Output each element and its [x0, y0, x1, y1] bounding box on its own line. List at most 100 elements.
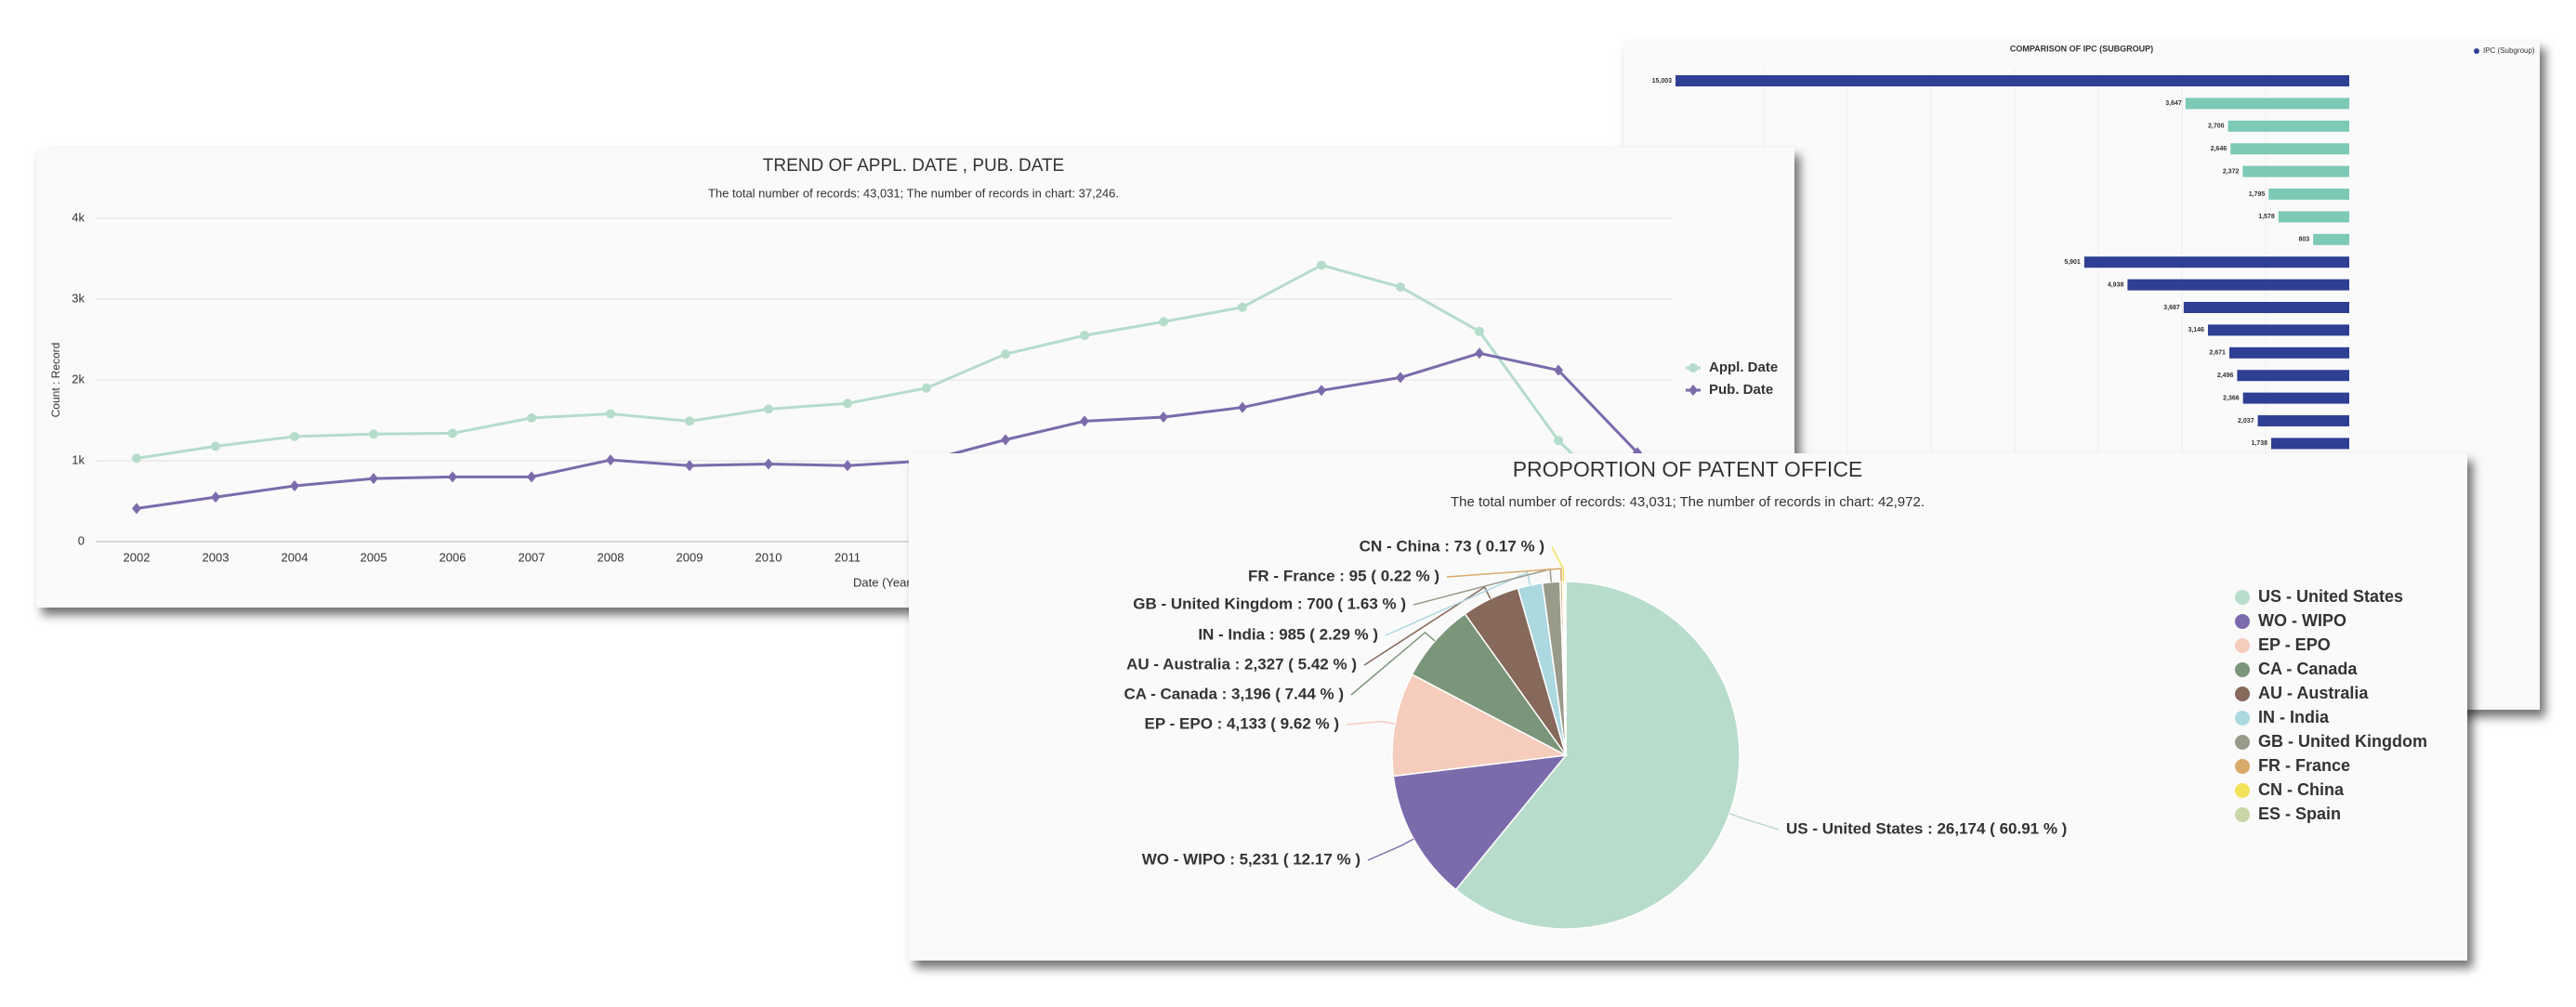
x-tick-label: 2006 [440, 550, 467, 564]
legend-marker [2235, 662, 2250, 677]
data-point [1554, 364, 1563, 376]
slice-label: EP - EPO : 4,133 ( 9.62 % ) [1145, 714, 1339, 732]
data-point [764, 458, 773, 470]
legend-marker [2235, 783, 2250, 798]
x-tick-label: 2007 [519, 550, 545, 564]
legend-marker [1689, 385, 1698, 396]
data-point [843, 460, 852, 472]
data-point [448, 471, 457, 483]
bar [2237, 370, 2349, 382]
legend-label: CN - China [2258, 780, 2345, 799]
bar-value-label: 2,700 [2208, 124, 2225, 130]
chart-subtitle: The total number of records: 43,031; The… [708, 186, 1119, 200]
leader-line [1385, 571, 1531, 636]
bar-value-label: 3,687 [2163, 305, 2180, 311]
bar [2242, 392, 2349, 404]
bar-value-label: 2,496 [2217, 373, 2234, 379]
office-chart: PROPORTION OF PATENT OFFICE The total num… [1124, 457, 2427, 930]
bar [2228, 120, 2349, 132]
legend-label: Appl. Date [1709, 360, 1778, 375]
bar-value-label: 2,366 [2223, 395, 2240, 401]
pie-slice [1391, 674, 1569, 778]
data-point [1080, 415, 1089, 427]
data-point [369, 429, 378, 439]
bar [2257, 415, 2349, 426]
bar-value-label: 2,372 [2223, 168, 2240, 175]
data-point [1001, 349, 1010, 360]
data-point [448, 428, 457, 438]
legend-marker [1689, 363, 1698, 373]
bar-value-label: 2,671 [2209, 350, 2226, 357]
y-tick-label: 4k [72, 210, 85, 224]
slice-label: IN - India : 985 ( 2.29 % ) [1198, 625, 1378, 643]
bar [2127, 279, 2349, 291]
data-point [685, 460, 694, 472]
legend-marker [2474, 48, 2479, 54]
data-point [606, 454, 615, 466]
x-tick-label: 2008 [598, 550, 624, 564]
legend-marker [2235, 638, 2250, 653]
bar-value-label: 3,647 [2165, 100, 2182, 107]
slice-label: AU - Australia : 2,327 ( 5.42 % ) [1126, 655, 1357, 673]
legend-marker [2235, 614, 2250, 629]
data-point [1475, 347, 1484, 360]
pie-slice [1392, 754, 1568, 891]
bar-value-label: 3,146 [2188, 327, 2204, 333]
chart-subtitle: The total number of records: 43,031; The… [1451, 494, 1925, 510]
x-tick-label: 2003 [203, 550, 230, 564]
bar-value-label: 15,003 [1652, 78, 1673, 85]
bar [2313, 233, 2349, 245]
data-point [1001, 434, 1010, 446]
data-point [1396, 372, 1405, 384]
data-point [527, 412, 536, 423]
leader-line [1350, 631, 1436, 696]
x-tick-label: 2009 [677, 550, 703, 564]
data-point [1238, 302, 1247, 312]
x-axis-label: Date (Year) [853, 575, 914, 589]
data-point [843, 399, 852, 409]
y-tick-label: 2k [72, 372, 85, 386]
x-tick-label: 2005 [361, 550, 388, 564]
bar [2183, 302, 2349, 313]
data-point [1159, 317, 1168, 327]
legend-marker [2235, 590, 2250, 605]
office-card: PROPORTION OF PATENT OFFICE The total num… [909, 453, 2467, 961]
bar [2228, 347, 2349, 359]
data-point [922, 383, 931, 393]
legend-label: EP - EPO [2258, 635, 2331, 654]
data-point [1554, 436, 1563, 446]
y-tick-label: 1k [72, 452, 85, 466]
bar [1676, 75, 2349, 86]
pie-slice [1454, 581, 1741, 930]
data-point [290, 479, 299, 491]
series-line [136, 263, 1639, 518]
leader-line [1551, 546, 1565, 582]
data-point [1475, 326, 1484, 336]
chart-title: TREND OF APPL. DATE , PUB. DATE [763, 156, 1064, 176]
data-point [685, 416, 694, 426]
data-point [211, 491, 220, 504]
pie-slice [1563, 581, 1567, 756]
data-point [1080, 331, 1089, 341]
bar-value-label: 803 [2299, 237, 2310, 243]
slice-label: GB - United Kingdom : 700 ( 1.63 % ) [1133, 595, 1406, 612]
legend-label: Pub. Date [1709, 382, 1773, 398]
bar-value-label: 1,578 [2258, 214, 2275, 220]
slice-label: CN - China : 73 ( 0.17 % ) [1360, 537, 1544, 555]
slice-label: FR - France : 95 ( 0.22 % ) [1248, 567, 1439, 584]
data-point [764, 404, 773, 414]
legend-label: AU - Australia [2258, 684, 2369, 702]
data-point [527, 471, 536, 483]
bar-value-label: 5,901 [2064, 259, 2081, 266]
bar [2207, 324, 2349, 336]
data-point [1238, 401, 1247, 413]
legend-label: FR - France [2258, 756, 2350, 775]
bar-value-label: 2,037 [2238, 418, 2254, 425]
chart-title: COMPARISON OF IPC (SUBGROUP) [2010, 44, 2153, 53]
bar [2230, 143, 2349, 155]
legend-label: US - United States [2258, 587, 2403, 606]
bar [2278, 211, 2349, 223]
legend-label: WO - WIPO [2258, 611, 2346, 630]
bar-value-label: 1,738 [2251, 440, 2267, 447]
